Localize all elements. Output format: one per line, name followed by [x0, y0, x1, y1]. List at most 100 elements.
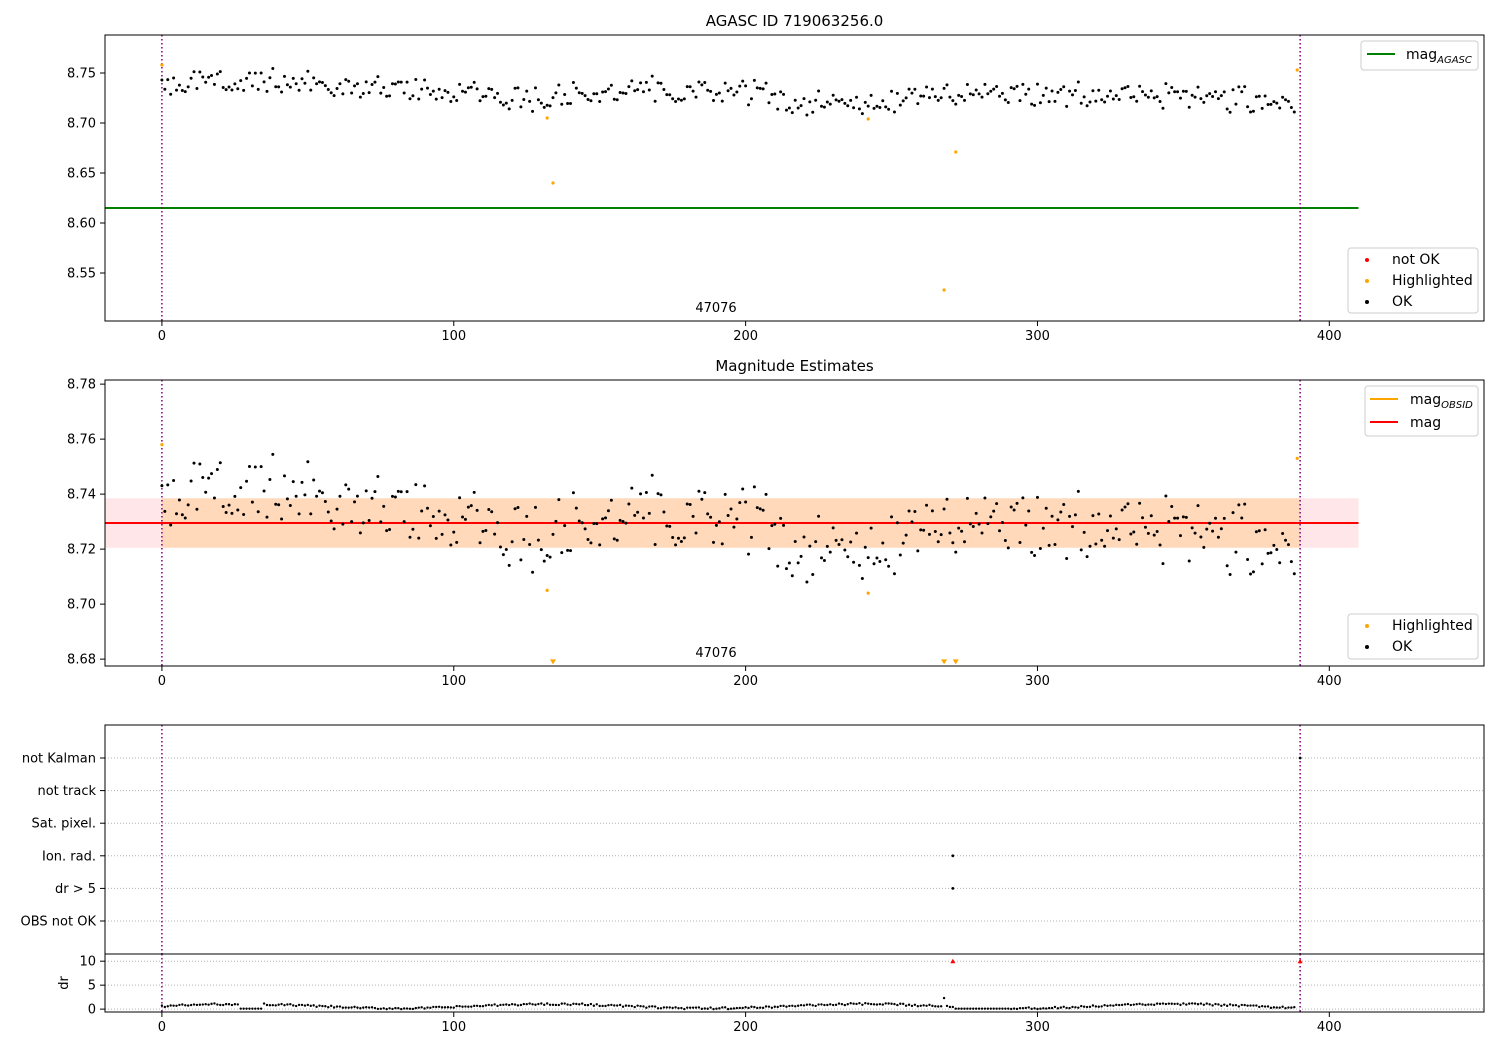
ok-point	[265, 515, 269, 519]
ok-point	[1263, 528, 1267, 532]
dr-point	[627, 1004, 631, 1007]
ok-point	[233, 494, 237, 498]
dr-point	[697, 1006, 701, 1009]
ok-point	[650, 74, 654, 78]
ok-point	[1056, 518, 1060, 522]
dr-point	[557, 1003, 561, 1007]
ok-point	[995, 502, 999, 506]
ok-point	[525, 89, 529, 93]
flag-point	[951, 887, 955, 890]
ok-point	[542, 559, 546, 563]
dr-point	[1190, 1002, 1194, 1005]
ok-point	[417, 536, 421, 540]
x-tick-label: 400	[1317, 1020, 1342, 1035]
ok-point	[621, 91, 625, 95]
dr-point	[972, 1007, 975, 1010]
ok-point	[1254, 95, 1258, 99]
ok-point	[1275, 101, 1279, 105]
ok-point	[253, 71, 257, 75]
ok-point	[1281, 531, 1285, 535]
ok-point	[787, 106, 791, 110]
dr-point	[601, 1004, 604, 1008]
dr-point	[823, 1003, 826, 1007]
ok-point	[379, 91, 383, 95]
dr-point	[245, 1007, 248, 1010]
ok-point	[1091, 89, 1095, 93]
ok-point	[1167, 91, 1171, 95]
dr-point	[761, 1006, 765, 1010]
ok-point	[484, 94, 488, 98]
dr-point	[1068, 1006, 1071, 1010]
ok-point	[799, 104, 803, 108]
ok-point	[385, 529, 389, 533]
ok-point	[361, 91, 365, 95]
ok-point	[507, 107, 511, 111]
dr-point	[169, 1004, 172, 1007]
dr-point	[934, 1005, 937, 1008]
ok-point	[1082, 530, 1086, 534]
dr-point	[350, 1006, 353, 1009]
dr-point	[461, 1005, 464, 1008]
ok-point	[700, 83, 704, 87]
ok-point	[563, 92, 567, 96]
dr-point	[671, 1006, 674, 1010]
dr-point	[292, 1004, 295, 1007]
ok-point	[601, 90, 605, 94]
ok-point	[1225, 564, 1229, 568]
dr-point	[1047, 1006, 1051, 1010]
dr-point	[1225, 1004, 1229, 1008]
dr-point	[1220, 1004, 1223, 1007]
ok-point	[353, 84, 357, 88]
dr-point	[219, 1003, 222, 1007]
ok-point	[741, 487, 745, 491]
y-tick-label: 10	[79, 955, 96, 970]
dr-point	[414, 1006, 418, 1010]
dr-point	[1170, 1002, 1173, 1005]
ok-point	[717, 520, 721, 524]
dr-point	[718, 1007, 721, 1010]
ok-point	[172, 76, 176, 80]
ok-point	[516, 86, 520, 90]
dr-point	[1039, 1007, 1042, 1010]
ok-point	[995, 84, 999, 88]
dr-point	[274, 1004, 277, 1007]
ok-point	[1251, 570, 1255, 574]
ok-point	[338, 82, 342, 86]
dr-point	[251, 1007, 254, 1010]
ok-point	[963, 540, 966, 544]
y-tick-label: 8.60	[67, 217, 96, 232]
ok-point	[291, 76, 295, 80]
ok-point	[472, 490, 476, 494]
dr-point	[852, 1002, 855, 1005]
dr-point	[855, 1002, 858, 1006]
dr-point	[896, 1003, 899, 1007]
ok-point	[332, 94, 336, 98]
dr-point	[1150, 1003, 1153, 1006]
ok-point	[1257, 94, 1261, 98]
dr-point	[198, 1003, 202, 1006]
ok-point	[1138, 501, 1142, 505]
ok-point	[1106, 529, 1110, 533]
dr-point	[537, 1002, 540, 1006]
ok-point	[957, 526, 961, 530]
ok-point	[423, 484, 427, 488]
ok-point	[382, 85, 386, 89]
dr-point	[945, 1004, 949, 1008]
ok-point	[790, 574, 794, 578]
highlighted-point	[1295, 456, 1299, 460]
dr-point	[437, 1005, 441, 1008]
ok-point	[1272, 543, 1276, 547]
dr-panel-frame	[104, 953, 1485, 1013]
dr-point	[831, 1003, 835, 1007]
ok-point	[163, 509, 167, 513]
ok-point	[1214, 90, 1217, 94]
dr-point	[440, 1006, 444, 1009]
dr-point	[726, 1007, 730, 1011]
dr-point	[379, 1007, 382, 1010]
dr-point	[925, 1004, 928, 1007]
dr-point	[732, 1007, 736, 1010]
ok-point	[922, 94, 926, 98]
ok-point	[960, 529, 964, 533]
ok-point	[825, 100, 829, 104]
